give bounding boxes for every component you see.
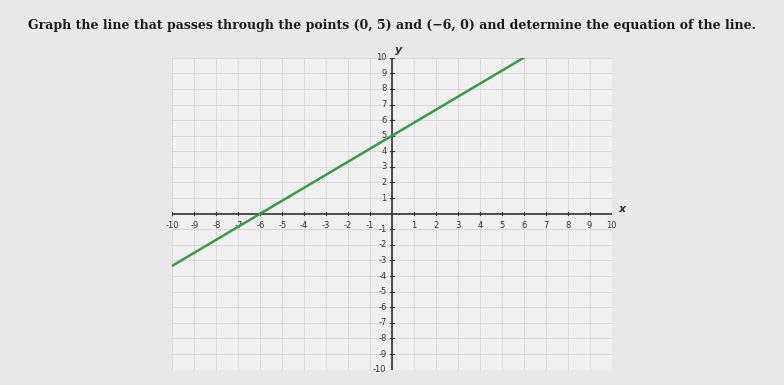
Text: 3: 3: [456, 221, 460, 231]
Text: -1: -1: [366, 221, 374, 231]
Text: 1: 1: [381, 194, 387, 203]
Text: y: y: [395, 45, 402, 55]
Text: -5: -5: [378, 287, 387, 296]
Text: -8: -8: [212, 221, 220, 231]
Text: -8: -8: [378, 334, 387, 343]
Text: 10: 10: [376, 53, 387, 62]
Text: 6: 6: [521, 221, 526, 231]
Text: -4: -4: [378, 271, 387, 281]
Text: -2: -2: [378, 240, 387, 249]
Text: -7: -7: [378, 318, 387, 327]
Text: -6: -6: [256, 221, 264, 231]
Text: Graph the line that passes through the points (0, 5) and (−6, 0) and determine t: Graph the line that passes through the p…: [28, 19, 756, 32]
Text: 6: 6: [381, 116, 387, 125]
Text: 5: 5: [499, 221, 504, 231]
Text: x: x: [619, 204, 626, 214]
Text: -7: -7: [234, 221, 242, 231]
Text: -4: -4: [300, 221, 308, 231]
Text: 3: 3: [381, 162, 387, 171]
Text: -2: -2: [344, 221, 352, 231]
Text: 8: 8: [565, 221, 570, 231]
Text: -10: -10: [373, 365, 387, 374]
Text: 2: 2: [434, 221, 438, 231]
Text: -6: -6: [378, 303, 387, 312]
Text: -9: -9: [191, 221, 198, 231]
Text: -10: -10: [165, 221, 180, 231]
Text: 2: 2: [381, 178, 387, 187]
Text: 1: 1: [412, 221, 416, 231]
Text: 9: 9: [587, 221, 592, 231]
Text: -3: -3: [378, 256, 387, 265]
Text: -5: -5: [278, 221, 286, 231]
Text: 5: 5: [381, 131, 387, 140]
Text: 9: 9: [381, 69, 387, 78]
Text: -9: -9: [378, 350, 387, 358]
Text: 7: 7: [381, 100, 387, 109]
Text: -3: -3: [322, 221, 330, 231]
Text: 8: 8: [381, 84, 387, 94]
Text: 4: 4: [381, 147, 387, 156]
Text: 10: 10: [606, 221, 617, 231]
Text: 4: 4: [477, 221, 482, 231]
Text: -1: -1: [378, 225, 387, 234]
Text: 7: 7: [543, 221, 548, 231]
